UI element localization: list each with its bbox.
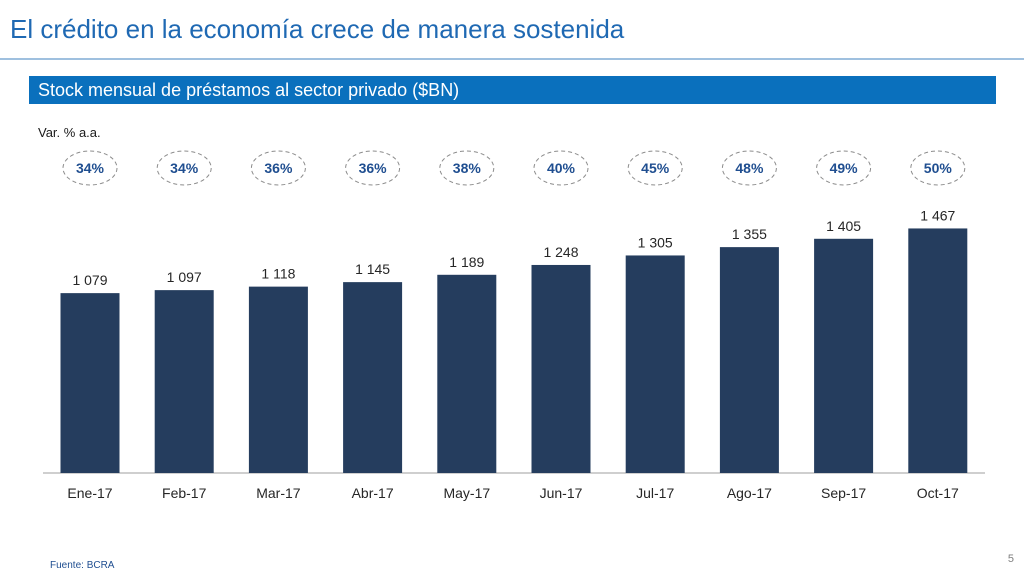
bar-value-label: 1 118 [261,266,295,282]
growth-rate-label-value: 38% [453,160,482,176]
bar-value-label: 1 248 [543,244,578,260]
bar [154,290,214,473]
source-note: Fuente: BCRA [50,560,115,571]
bar [625,255,685,473]
bar-value-label: 1 097 [167,269,202,285]
growth-bubble [721,150,777,186]
growth-rate-label-value: 45% [641,160,670,176]
category-tick-label: Abr-17 [352,485,394,501]
category-tick-label: May-17 [443,485,490,501]
bar-value-label: 1 305 [638,234,673,250]
growth-rate-label-value: 40% [547,160,576,176]
bar-value-label: 1 189 [449,254,484,270]
bar-value-label: 1 467 [920,207,955,223]
growth-rate-label-value: 49% [830,160,859,176]
category-tick-label: Jul-17 [636,485,674,501]
title-divider [0,58,1024,60]
bar [814,238,874,473]
growth-rate-label-value: 50% [924,160,953,176]
bar-value-label: 1 079 [72,272,107,288]
category-tick-label: Ago-17 [727,485,772,501]
growth-rate-label-value: 34% [170,160,199,176]
growth-bubble [816,150,872,186]
growth-rate-label: Var. % a.a. [38,125,101,140]
bar-value-label: 1 405 [826,218,861,234]
bar [60,293,120,473]
growth-bubble [910,150,966,186]
growth-rate-label-value: 48% [735,160,764,176]
growth-bubble [439,150,495,186]
growth-rate-label-value: 36% [359,160,388,176]
bar-value-label: 1 355 [732,226,767,242]
bar [719,247,779,473]
growth-bubble [627,150,683,186]
category-tick-label: Mar-17 [256,485,301,501]
growth-bubble [62,150,118,186]
bar [531,264,591,473]
bar [908,228,968,473]
growth-bubble [533,150,589,186]
bar [248,286,308,473]
category-tick-label: Jun-17 [540,485,583,501]
bar-value-label: 1 145 [355,261,390,277]
page-title: El crédito en la economía crece de maner… [10,14,625,44]
bar [437,274,497,473]
page-number: 5 [1007,553,1014,565]
growth-bubble [250,150,306,186]
chart-subtitle-banner: Stock mensual de préstamos al sector pri… [29,76,996,104]
growth-bubble [345,150,401,186]
growth-rate-label-value: 36% [264,160,293,176]
bar [343,282,403,473]
category-tick-label: Feb-17 [162,485,207,501]
growth-bubble [156,150,212,186]
category-tick-label: Sep-17 [821,485,866,501]
category-tick-label: Oct-17 [917,485,959,501]
bar-chart: 34% 1 079 Ene-17 34% 1 097 Feb-17 36% 1 118 Mar-… [43,150,985,501]
category-tick-label: Ene-17 [67,485,112,501]
growth-rate-label-value: 34% [76,160,105,176]
